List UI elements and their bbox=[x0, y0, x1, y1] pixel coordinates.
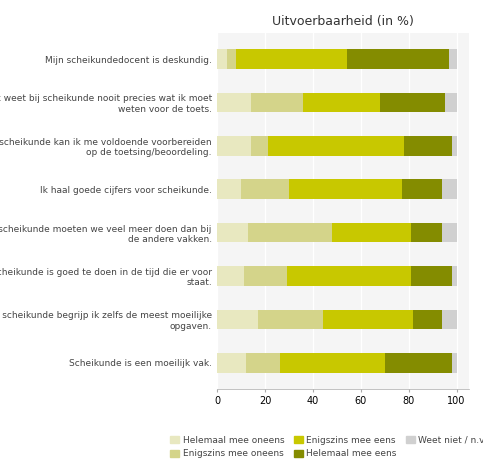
Bar bbox=[280, 353, 385, 373]
Bar bbox=[217, 49, 227, 69]
Bar bbox=[452, 353, 456, 373]
Bar bbox=[217, 310, 258, 329]
Title: Uitvoerbaarheid (in %): Uitvoerbaarheid (in %) bbox=[272, 15, 414, 28]
Bar bbox=[289, 180, 401, 199]
Bar bbox=[251, 136, 268, 155]
Bar bbox=[411, 223, 442, 242]
Bar bbox=[246, 353, 280, 373]
Bar bbox=[442, 310, 456, 329]
Bar bbox=[442, 180, 456, 199]
Bar bbox=[248, 223, 332, 242]
Bar bbox=[452, 136, 456, 155]
Bar bbox=[401, 180, 442, 199]
Bar bbox=[380, 93, 444, 112]
Bar bbox=[323, 310, 413, 329]
Bar bbox=[217, 93, 251, 112]
Bar bbox=[346, 49, 449, 69]
Bar bbox=[251, 93, 303, 112]
Bar bbox=[411, 266, 452, 286]
Bar bbox=[287, 266, 411, 286]
Legend: Helemaal mee oneens, Enigszins mee oneens, Enigszins mee eens, Helemaal mee eens: Helemaal mee oneens, Enigszins mee oneen… bbox=[170, 436, 483, 458]
Bar bbox=[217, 223, 248, 242]
Bar bbox=[444, 93, 456, 112]
Bar bbox=[413, 310, 442, 329]
Bar bbox=[452, 266, 456, 286]
Bar bbox=[217, 266, 243, 286]
Bar bbox=[237, 49, 346, 69]
Bar bbox=[217, 353, 246, 373]
Bar bbox=[303, 93, 380, 112]
Bar bbox=[227, 49, 237, 69]
Bar bbox=[268, 136, 404, 155]
Bar bbox=[332, 223, 411, 242]
Bar bbox=[217, 180, 242, 199]
Bar bbox=[385, 353, 452, 373]
Bar bbox=[242, 180, 289, 199]
Bar bbox=[258, 310, 323, 329]
Bar bbox=[449, 49, 456, 69]
Bar bbox=[243, 266, 287, 286]
Bar bbox=[404, 136, 452, 155]
Bar bbox=[442, 223, 456, 242]
Bar bbox=[217, 136, 251, 155]
